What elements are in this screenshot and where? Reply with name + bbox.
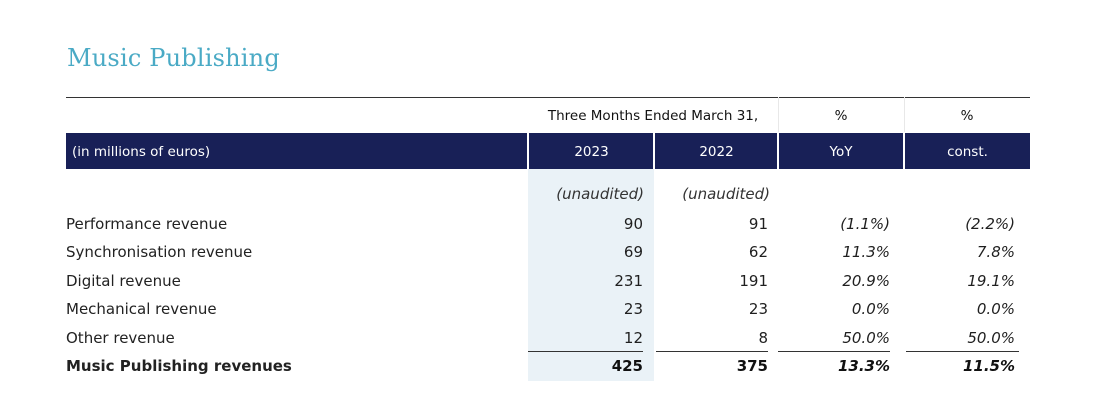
pct-yoy-header: %: [834, 108, 848, 124]
col-2022-header: 2022: [699, 144, 734, 160]
value-2023: 90: [623, 215, 643, 233]
value-2023: 69: [623, 243, 643, 261]
value-yoy: 0.0%: [851, 300, 890, 318]
total-rule: [656, 351, 768, 352]
value-const: 7.8%: [976, 243, 1015, 261]
value-const: 50.0%: [967, 329, 1015, 347]
column-divider: [778, 97, 779, 132]
value-2022: 375: [736, 357, 768, 375]
row-label: Digital revenue: [66, 272, 181, 290]
table-row: Synchronisation revenue 69 62 11.3% 7.8%: [0, 243, 1099, 271]
page-title: Music Publishing: [67, 44, 280, 72]
header-separator: [777, 133, 779, 169]
row-label: Music Publishing revenues: [66, 357, 292, 375]
row-label: Synchronisation revenue: [66, 243, 253, 261]
top-rule: [66, 97, 1030, 98]
value-2023: 425: [611, 357, 643, 375]
value-yoy: 11.3%: [842, 243, 890, 261]
value-const: 19.1%: [967, 272, 1015, 290]
table-row: Other revenue 12 8 50.0% 50.0%: [0, 329, 1099, 357]
value-yoy: (1.1%): [840, 215, 890, 233]
value-yoy: 50.0%: [842, 329, 890, 347]
value-const: 11.5%: [962, 357, 1015, 375]
value-2022: 91: [748, 215, 768, 233]
current-year-shading: [528, 169, 654, 381]
pct-const-header: %: [960, 108, 974, 124]
unaudited-2022-note: (unaudited): [682, 185, 770, 203]
table-row: Digital revenue 231 191 20.9% 19.1%: [0, 272, 1099, 300]
value-2022: 191: [739, 272, 768, 290]
value-yoy: 13.3%: [837, 357, 890, 375]
value-2023: 231: [614, 272, 643, 290]
header-separator: [653, 133, 655, 169]
col-const-header: const.: [947, 144, 988, 160]
row-label: Mechanical revenue: [66, 300, 217, 318]
units-label: (in millions of euros): [72, 144, 211, 160]
row-label: Other revenue: [66, 329, 175, 347]
value-2023: 23: [623, 300, 643, 318]
table-row: Performance revenue 90 91 (1.1%) (2.2%): [0, 215, 1099, 243]
header-separator: [903, 133, 905, 169]
total-rule: [778, 351, 890, 352]
header-separator: [527, 133, 529, 169]
col-yoy-header: YoY: [829, 144, 853, 160]
value-2023: 12: [623, 329, 643, 347]
column-divider: [904, 97, 905, 132]
col-2023-header: 2023: [574, 144, 609, 160]
period-header: Three Months Ended March 31,: [547, 108, 759, 124]
value-yoy: 20.9%: [842, 272, 890, 290]
value-const: (2.2%): [965, 215, 1015, 233]
unaudited-2023-note: (unaudited): [556, 185, 644, 203]
total-rule: [906, 351, 1019, 352]
table-row: Mechanical revenue 23 23 0.0% 0.0%: [0, 300, 1099, 328]
value-2022: 8: [758, 329, 768, 347]
total-row: Music Publishing revenues 425 375 13.3% …: [0, 357, 1099, 385]
total-rule: [528, 351, 643, 352]
table-header-bar: (in millions of euros) 2023 2022 YoY con…: [66, 133, 1030, 169]
value-2022: 62: [748, 243, 768, 261]
value-const: 0.0%: [976, 300, 1015, 318]
row-label: Performance revenue: [66, 215, 228, 233]
value-2022: 23: [748, 300, 768, 318]
